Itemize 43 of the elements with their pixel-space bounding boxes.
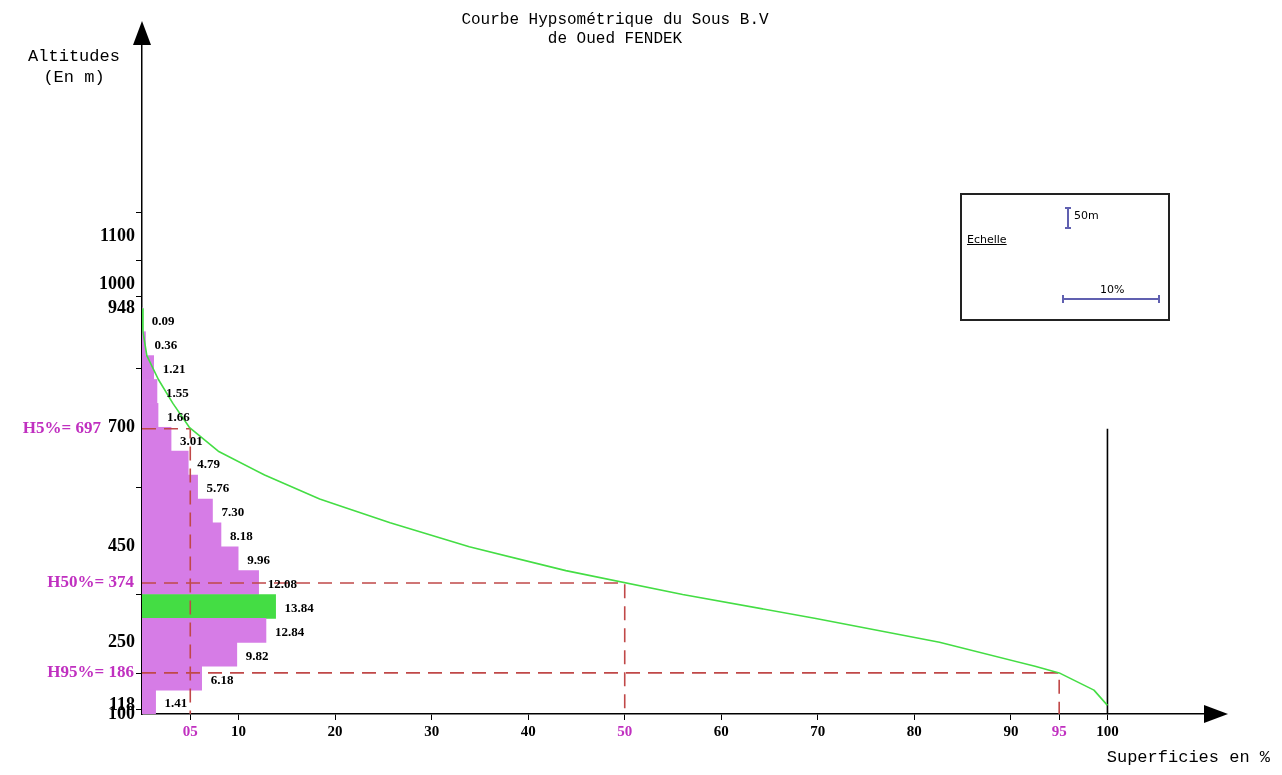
annotation: 10% <box>1100 283 1125 296</box>
data-label: 0.36 <box>154 337 178 353</box>
y-tick-label: 250 <box>108 630 135 651</box>
text: H95%= 186 <box>47 662 134 682</box>
data-label: 9.96 <box>247 552 271 568</box>
data-label: 7.30 <box>221 504 245 520</box>
x-tick-label: 100 <box>1096 722 1119 739</box>
x-axis-title: Superficies en % <box>1106 748 1271 767</box>
data-label: 1.55 <box>165 384 190 400</box>
x-tick-label: 80 <box>906 722 922 739</box>
y-tick-label: 1100 <box>99 224 135 245</box>
x-tick-label: 30 <box>424 722 440 739</box>
x-tick-label: 90 <box>1003 722 1019 739</box>
x-tick-label: 10 <box>231 722 247 739</box>
annotation: 50m <box>1074 209 1099 222</box>
y-axis-title: Altitudes (En m) <box>28 47 120 87</box>
data-label: 0.09 <box>151 313 176 329</box>
y-tick-label: 948 <box>108 297 135 318</box>
x-tick-label: 95 <box>1051 722 1067 739</box>
y-tick-label: 700 <box>108 415 135 436</box>
x-tick-label: 05 <box>182 722 198 739</box>
y-tick-label: 450 <box>108 535 135 556</box>
data-label: 6.18 <box>210 671 234 687</box>
x-tick-label: 50 <box>617 722 633 739</box>
x-tick-label: 40 <box>520 722 536 739</box>
data-label: 12.08 <box>267 575 298 591</box>
data-label: 5.76 <box>206 480 230 496</box>
x-tick-label: 60 <box>713 722 729 739</box>
text: H5%= 697 <box>22 418 102 438</box>
x-tick-label: 20 <box>327 722 343 739</box>
data-label: 1.41 <box>164 695 188 711</box>
x-tick-label: 70 <box>810 722 826 739</box>
text: H50%= 374 <box>47 572 135 592</box>
chart-title: Courbe Hypsométrique du Sous B.V de Oued FENDEK <box>461 11 770 49</box>
data-label: 1.21 <box>162 360 186 376</box>
annotation: Echelle <box>967 233 1007 246</box>
data-label: 3.01 <box>180 432 203 448</box>
data-label: 9.82 <box>245 647 269 663</box>
data-label: 13.84 <box>284 599 315 615</box>
data-label: 12.84 <box>274 623 305 639</box>
data-label: 4.79 <box>197 456 221 472</box>
data-label: 8.18 <box>229 528 254 544</box>
y-tick-label: 1000 <box>99 272 135 293</box>
